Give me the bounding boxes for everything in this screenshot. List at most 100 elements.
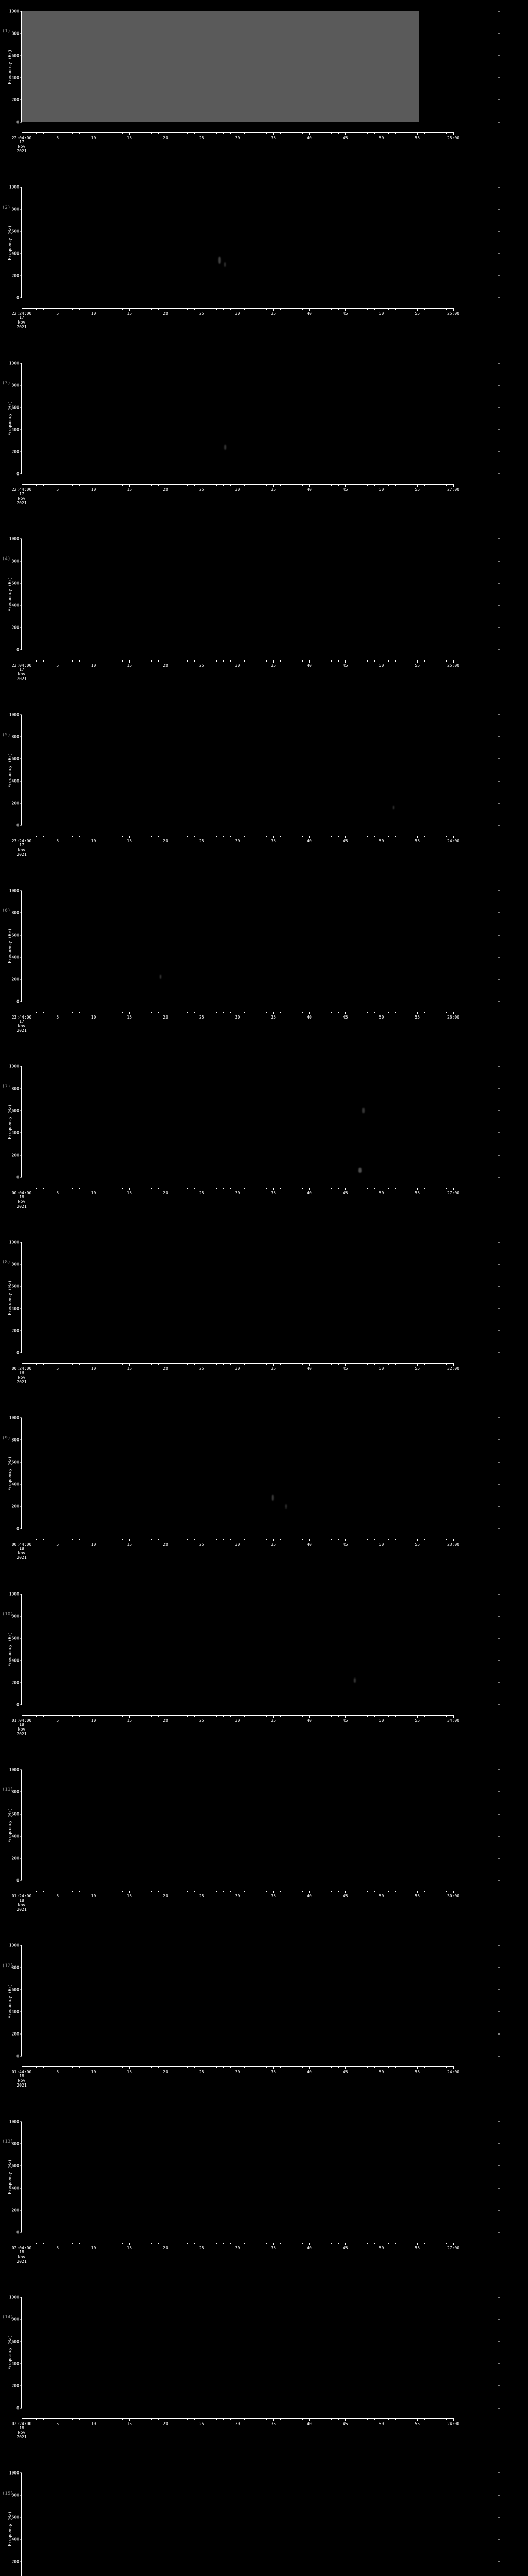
x-tick-minor: [424, 2242, 425, 2244]
x-tick-minor: [446, 836, 447, 838]
x-axis-date-stamp: 17 Nov 2021: [16, 315, 26, 329]
secondary-axis-tick: [498, 1110, 500, 1111]
x-axis-start-label: 22:04:00: [11, 135, 32, 140]
x-tick-label: 20: [163, 2070, 168, 2075]
x-tick-minor: [72, 1539, 73, 1541]
x-tick-minor: [115, 308, 116, 310]
secondary-axis-tick: [498, 1286, 500, 1287]
x-tick-minor: [216, 1363, 217, 1365]
y-tick-minor: [21, 2330, 22, 2331]
x-tick-minor: [424, 1539, 425, 1541]
x-tick-label: 45: [342, 2070, 348, 2075]
x-tick-minor: [367, 2242, 368, 2244]
x-tick-label: 40: [307, 1894, 312, 1899]
x-tick-minor: [338, 1363, 339, 1365]
secondary-axis-tick: [498, 890, 500, 891]
x-tick-minor: [151, 484, 152, 486]
spectrogram-panel: (5) Frequency (Hz) 0 200 400 600 800 1000 5 10 15 2…: [0, 713, 528, 857]
secondary-axis-tick: [498, 2121, 500, 2122]
spectrogram-canvas: [22, 1242, 453, 1353]
spectrogram-canvas: [22, 1945, 453, 2057]
x-tick-minor: [158, 659, 159, 662]
x-axis-date-stamp: 18 Nov 2021: [16, 1370, 26, 1384]
y-tick-minor: [21, 990, 22, 991]
x-tick-minor: [388, 1363, 389, 1365]
x-tick-minor: [194, 1187, 195, 1189]
x-tick-minor: [122, 1011, 123, 1013]
x-tick-label: 55: [415, 1894, 420, 1899]
y-tick-minor: [21, 418, 22, 419]
y-tick-major: [20, 781, 22, 782]
y-tick-major: [20, 2385, 22, 2386]
x-tick-minor: [151, 1891, 152, 1892]
y-tick-label: 600: [11, 1284, 19, 1289]
x-tick-minor: [374, 836, 375, 838]
x-tick-major: [417, 2066, 418, 2070]
secondary-axis: [498, 1242, 505, 1353]
x-axis: 5 10 15 20 25 30 35 40 45 50 55 23:44:00 26:00 17 Nov 2…: [12, 1011, 459, 1033]
x-tick-minor: [43, 1715, 44, 1717]
y-tick-major: [20, 1286, 22, 1287]
x-tick-label: 35: [271, 135, 276, 140]
x-tick-minor: [302, 2066, 303, 2069]
x-axis-end-label: 32:00: [447, 1366, 460, 1371]
x-tick-minor: [331, 132, 332, 134]
y-axis-label: Frequency (Hz): [7, 1632, 12, 1667]
x-tick-label: 30: [235, 1190, 240, 1195]
x-tick-label: 50: [378, 1366, 384, 1371]
x-tick-major: [453, 1187, 454, 1190]
y-tick-minor: [21, 1693, 22, 1694]
y-axis-label: Frequency (Hz): [7, 752, 12, 788]
x-tick-minor: [446, 2418, 447, 2420]
y-axis: Frequency (Hz) 0 200 400 600 800 1000: [0, 2295, 22, 2410]
x-tick-label: 5: [56, 2421, 59, 2426]
x-tick-minor: [187, 836, 188, 838]
x-tick-minor: [151, 1011, 152, 1013]
x-axis-date-line: 2021: [16, 2434, 27, 2439]
x-tick-minor: [43, 2066, 44, 2069]
x-axis-end-label: 30:00: [447, 1894, 460, 1899]
y-tick-minor: [21, 1495, 22, 1496]
y-tick-label: 200: [11, 1153, 19, 1158]
x-tick-minor: [331, 1539, 332, 1541]
x-tick-minor: [280, 1363, 282, 1365]
x-tick-minor: [223, 1539, 224, 1541]
x-tick-minor: [244, 484, 245, 486]
spectrogram-canvas: [22, 538, 453, 650]
x-tick-minor: [122, 2418, 123, 2420]
y-tick-label: 1000: [9, 361, 19, 366]
x-tick-minor: [151, 1715, 152, 1717]
x-tick-minor: [424, 308, 425, 310]
y-tick-major: [20, 538, 22, 539]
y-tick-label: 200: [11, 1680, 19, 1685]
x-axis-start-label: 01:04:00: [11, 1718, 32, 1723]
spectrogram-canvas: [22, 2297, 453, 2408]
x-tick-minor: [331, 1187, 332, 1189]
x-tick-minor: [395, 2418, 397, 2420]
x-tick-minor: [374, 1539, 375, 1541]
y-tick-minor: [21, 1077, 22, 1078]
spectrogram-event: [272, 1495, 274, 1501]
x-tick-minor: [388, 1187, 389, 1189]
x-tick-label: 55: [415, 1014, 420, 1020]
y-axis-label: Frequency (Hz): [7, 1984, 12, 2019]
y-tick-label: 1000: [9, 1064, 19, 1069]
x-tick-minor: [36, 1363, 37, 1365]
x-axis: 5 10 15 20 25 30 35 40 45 50 55 00:44:00 23:00 18 Nov 2…: [12, 1539, 459, 1560]
x-tick-label: 50: [378, 2070, 384, 2075]
x-tick-minor: [36, 308, 37, 310]
x-tick-minor: [446, 132, 447, 134]
x-tick-minor: [216, 484, 217, 486]
x-tick-label: 15: [127, 1190, 133, 1195]
x-axis-date-stamp: 18 Nov 2021: [16, 2250, 26, 2264]
secondary-axis-tick: [498, 1484, 500, 1485]
x-tick-minor: [374, 132, 375, 134]
x-tick-major: [453, 2242, 454, 2245]
x-tick-minor: [446, 2066, 447, 2069]
x-axis-end-label: 24:00: [447, 839, 460, 844]
y-tick-major: [20, 231, 22, 232]
x-tick-label: 10: [91, 1718, 96, 1723]
x-tick-label: 20: [163, 311, 168, 316]
x-tick-minor: [36, 1891, 37, 1892]
x-tick-label: 55: [415, 2245, 420, 2250]
